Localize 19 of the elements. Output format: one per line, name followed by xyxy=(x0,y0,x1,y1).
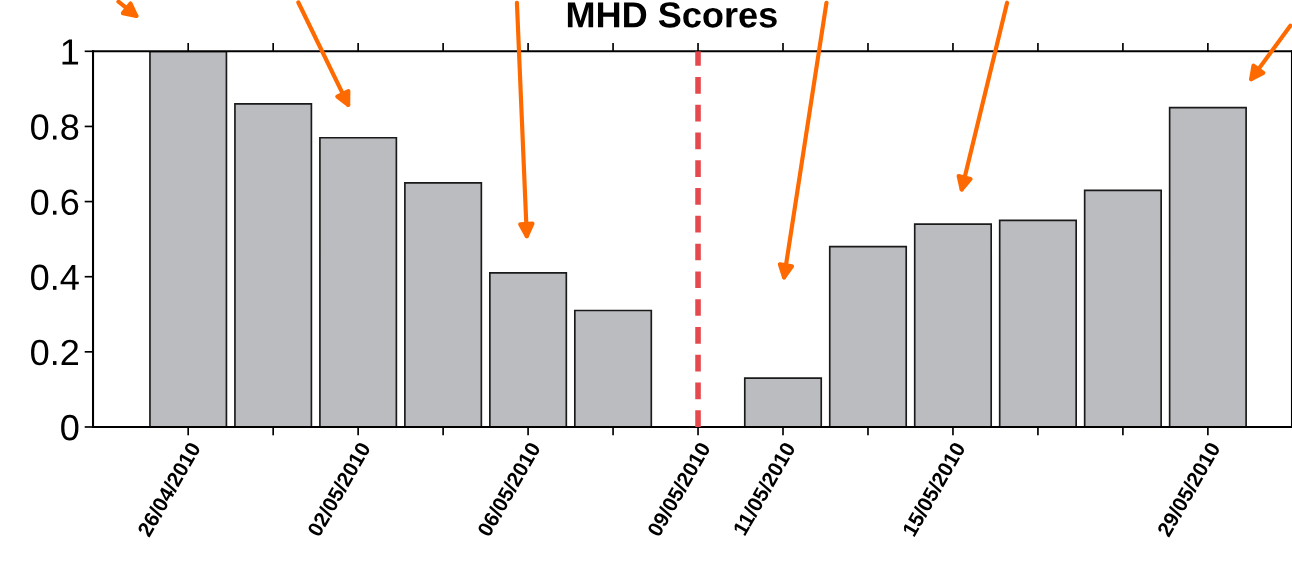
bar xyxy=(149,51,228,427)
y-tick-label: 0 xyxy=(61,414,79,441)
y-tick-label: 0.2 xyxy=(31,339,79,366)
chart-title: MHD Scores xyxy=(567,2,777,28)
bar xyxy=(489,272,568,427)
bar xyxy=(234,103,313,427)
bar xyxy=(404,181,483,427)
y-tick-label: 0.8 xyxy=(31,114,79,140)
bar xyxy=(1083,189,1162,427)
bar xyxy=(319,136,398,427)
bar xyxy=(998,219,1078,427)
bar xyxy=(828,245,908,427)
bar xyxy=(913,223,993,427)
bar xyxy=(1168,106,1247,427)
y-tick-label: 0.6 xyxy=(31,189,79,216)
bar xyxy=(743,377,823,427)
bar xyxy=(573,309,653,427)
y-tick-label: 0.4 xyxy=(31,264,79,291)
y-tick-label: 1 xyxy=(62,39,79,65)
